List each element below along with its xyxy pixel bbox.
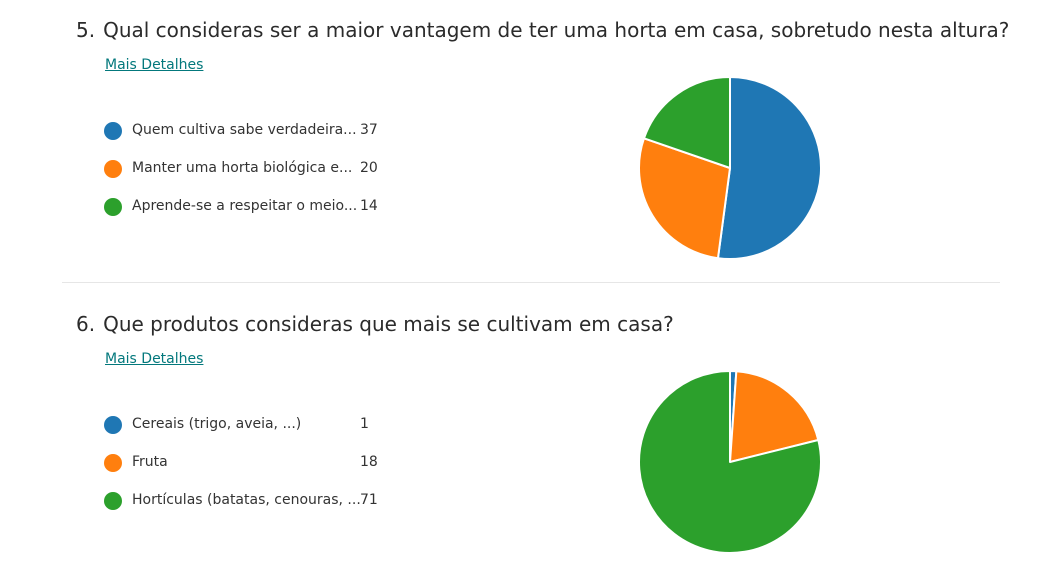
question-number: 6.	[76, 312, 96, 336]
question-title: 5. Qual consideras ser a maior vantagem d…	[76, 18, 1009, 42]
legend-item[interactable]: Quem cultiva sabe verdadeira... 37	[104, 121, 404, 159]
pie-chart	[638, 76, 822, 260]
legend-swatch	[104, 416, 122, 434]
legend-swatch	[104, 492, 122, 510]
chart-legend: Cereais (trigo, aveia, ...) 1 Fruta 18 H…	[104, 415, 404, 529]
legend-label: Manter uma horta biológica e...	[132, 160, 353, 176]
legend-count: 20	[360, 160, 378, 176]
legend-label: Fruta	[132, 454, 168, 470]
legend-label: Cereais (trigo, aveia, ...)	[132, 416, 302, 432]
legend-swatch	[104, 122, 122, 140]
question-5: 5. Qual consideras ser a maior vantagem d…	[0, 0, 1057, 290]
legend-swatch	[104, 160, 122, 178]
legend-count: 37	[360, 122, 378, 138]
legend-item[interactable]: Fruta 18	[104, 453, 404, 491]
question-title: 6. Que produtos consideras que mais se cu…	[76, 312, 674, 336]
question-6: 6. Que produtos consideras que mais se cu…	[0, 294, 1057, 584]
legend-label: Hortículas (batatas, cenouras, ...	[132, 492, 361, 508]
legend-label: Aprende-se a respeitar o meio...	[132, 198, 358, 214]
pie-slice[interactable]	[638, 137, 731, 260]
pie-slice[interactable]	[716, 76, 822, 260]
legend-count: 71	[360, 492, 378, 508]
more-details-link[interactable]: Mais Detalhes	[105, 57, 204, 73]
more-details-link[interactable]: Mais Detalhes	[105, 351, 204, 367]
legend-count: 18	[360, 454, 378, 470]
chart-legend: Quem cultiva sabe verdadeira... 37 Mante…	[104, 121, 404, 235]
legend-swatch	[104, 454, 122, 472]
legend-item[interactable]: Hortículas (batatas, cenouras, ... 71	[104, 491, 404, 529]
pie-slice[interactable]	[729, 370, 820, 463]
legend-count: 1	[360, 416, 369, 432]
pie-slice[interactable]	[642, 76, 731, 169]
legend-item[interactable]: Manter uma horta biológica e... 20	[104, 159, 404, 197]
section-divider	[62, 282, 1000, 283]
legend-swatch	[104, 198, 122, 216]
legend-item[interactable]: Aprende-se a respeitar o meio... 14	[104, 197, 404, 235]
question-text: Que produtos consideras que mais se cult…	[103, 312, 674, 336]
pie-chart	[638, 369, 822, 554]
question-number: 5.	[76, 18, 96, 42]
pie-slice[interactable]	[638, 370, 822, 554]
question-text: Qual consideras ser a maior vantagem de …	[103, 18, 1010, 42]
legend-item[interactable]: Cereais (trigo, aveia, ...) 1	[104, 415, 404, 453]
legend-label: Quem cultiva sabe verdadeira...	[132, 122, 357, 138]
legend-count: 14	[360, 198, 378, 214]
